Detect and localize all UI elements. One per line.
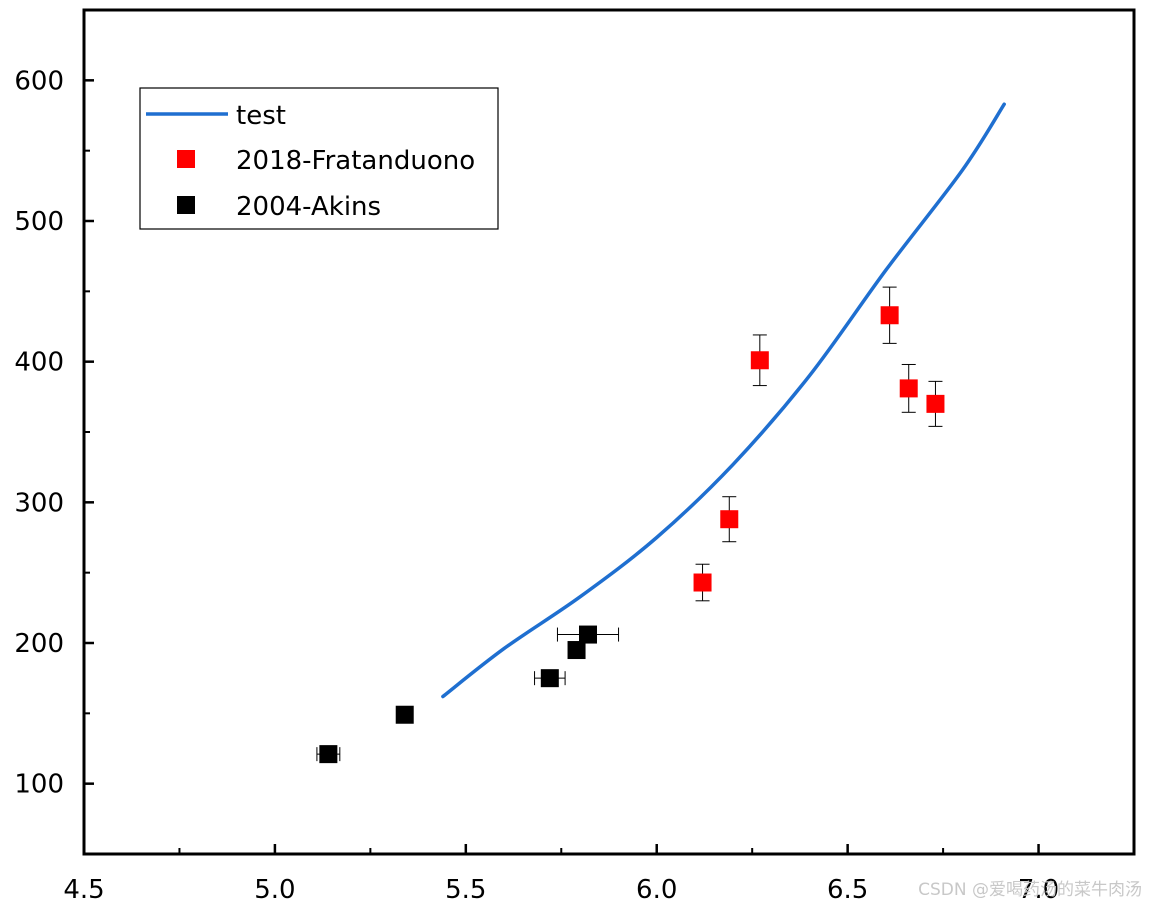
data-point-akins — [319, 745, 338, 764]
data-point-fratanduono — [926, 394, 945, 413]
x-tick-label: 4.5 — [63, 875, 104, 905]
axis-ticks-layer: 4.5 5.0 5.5 6.0 6.5 7.0 100 200 300 400 500 600 — [14, 66, 1059, 905]
data-point-fratanduono — [720, 510, 739, 529]
series-line-test — [441, 102, 1006, 699]
data-point-fratanduono — [750, 351, 769, 370]
data-point-akins — [579, 625, 597, 644]
watermark-text: CSDN @爱喝药汤的菜牛肉汤 — [918, 880, 1142, 900]
data-point-fratanduono — [899, 379, 918, 398]
y-tick-label: 100 — [14, 770, 64, 800]
data-point-fratanduono — [880, 306, 899, 325]
y-tick-label: 600 — [14, 66, 64, 96]
data-point-fratanduono — [693, 573, 712, 592]
legend-marker-black — [177, 196, 195, 214]
x-tick-label: 6.5 — [827, 875, 868, 905]
legend-label-test: test — [236, 101, 286, 131]
legend: test 2018-Fratanduono 2004-Akins — [139, 87, 499, 230]
y-tick-label: 300 — [14, 488, 64, 518]
x-tick-label: 5.5 — [445, 875, 486, 905]
x-tick-label: 7.0 — [1018, 875, 1059, 905]
legend-label-fratanduono: 2018-Fratanduono — [236, 146, 475, 176]
y-tick-label: 500 — [14, 207, 64, 237]
x-tick-label: 6.0 — [636, 875, 677, 905]
x-tick-label: 5.0 — [254, 875, 295, 905]
y-tick-label: 400 — [14, 348, 64, 378]
data-point-akins — [395, 705, 414, 724]
series-layer — [316, 102, 1006, 764]
data-point-akins — [540, 669, 559, 688]
y-tick-label: 200 — [14, 629, 64, 659]
legend-marker-red — [177, 150, 195, 168]
legend-label-akins: 2004-Akins — [236, 192, 381, 222]
data-point-akins — [567, 641, 586, 660]
legend-box — [139, 87, 499, 230]
